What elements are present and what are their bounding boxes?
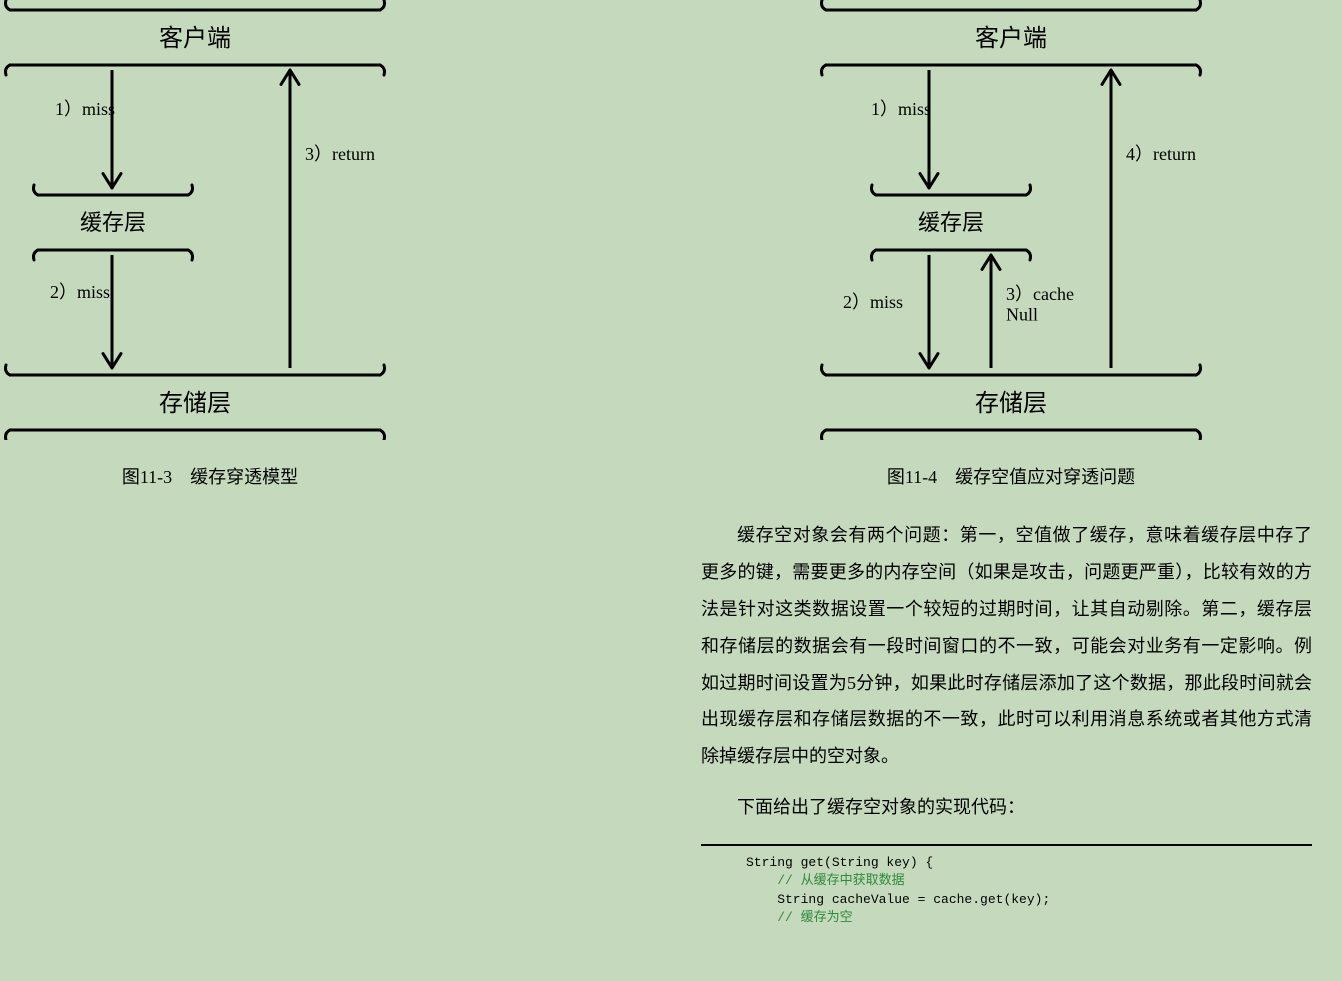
svg-text:客户端: 客户端 xyxy=(159,25,231,52)
left-column: 客户端缓存层存储层 1）miss 2）miss 3）return 图11-3 缓存穿透… xyxy=(0,0,671,981)
svg-text:客户端: 客户端 xyxy=(975,25,1047,52)
caption-right: 图11-4 缓存空值应对穿透问题 xyxy=(731,463,1291,489)
svg-text:3）cache: 3）cache xyxy=(1006,284,1074,304)
paragraph-2: 下面给出了缓存空对象的实现代码： xyxy=(701,789,1312,826)
svg-text:存储层: 存储层 xyxy=(975,390,1047,417)
body-text: 缓存空对象会有两个问题：第一，空值做了缓存，意味着缓存层中存了更多的键，需要更多… xyxy=(671,517,1342,826)
caption-left: 图11-3 缓存穿透模型 xyxy=(0,463,420,489)
svg-text:1）miss: 1）miss xyxy=(55,99,115,119)
paragraph-1: 缓存空对象会有两个问题：第一，空值做了缓存，意味着缓存层中存了更多的键，需要更多… xyxy=(701,517,1312,775)
code-separator xyxy=(701,844,1312,846)
svg-text:2）miss: 2）miss xyxy=(50,282,110,302)
diagram-right: 客户端缓存层存储层 1）miss 2）miss 3）cache Null 4）retur… xyxy=(731,0,1291,440)
diagram-left: 客户端缓存层存储层 1）miss 2）miss 3）return xyxy=(0,0,420,440)
svg-text:2）miss: 2）miss xyxy=(843,292,903,312)
svg-text:Null: Null xyxy=(1006,305,1038,325)
svg-text:3）return: 3）return xyxy=(305,144,375,164)
svg-text:缓存层: 缓存层 xyxy=(80,210,146,235)
svg-text:1）miss: 1）miss xyxy=(871,99,931,119)
code-block: String get(String key) { // 从缓存中获取数据 Str… xyxy=(671,854,1342,927)
svg-text:缓存层: 缓存层 xyxy=(918,210,984,235)
svg-text:存储层: 存储层 xyxy=(159,390,231,417)
right-column: 客户端缓存层存储层 1）miss 2）miss 3）cache Null 4）retur… xyxy=(671,0,1342,981)
svg-text:4）return: 4）return xyxy=(1126,144,1196,164)
